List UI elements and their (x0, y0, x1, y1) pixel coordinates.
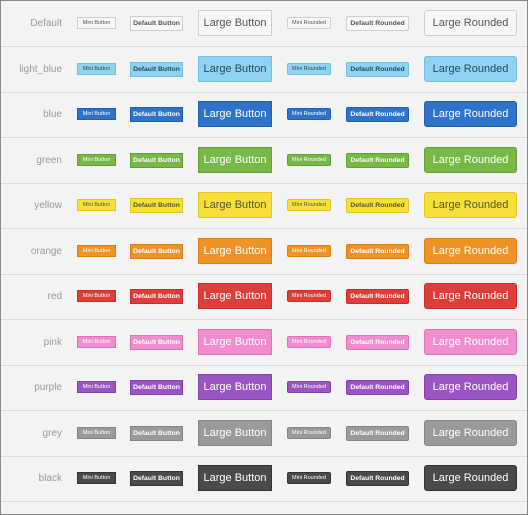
button-row-red: red Mini Button Default Button Large Button… (1, 274, 527, 320)
mini-rounded-button[interactable]: Mini Rounded (287, 472, 331, 484)
default-button[interactable]: Default Button (130, 62, 183, 77)
row-label: green (36, 155, 62, 166)
mini-button[interactable]: Mini Button (77, 472, 116, 484)
default-button[interactable]: Default Button (130, 198, 183, 213)
default-rounded-button[interactable]: Default Rounded (346, 107, 409, 122)
default-button[interactable]: Default Button (130, 244, 183, 259)
row-label: Default (30, 18, 62, 29)
large-button[interactable]: Large Button (198, 374, 272, 400)
large-rounded-button[interactable]: Large Rounded (424, 329, 517, 355)
button-row-blue: blue Mini Button Default Button Large Butto… (1, 92, 527, 138)
mini-rounded-button[interactable]: Mini Rounded (287, 427, 331, 439)
button-row-yellow: yellow Mini Button Default Button Large But… (1, 183, 527, 229)
large-button[interactable]: Large Button (198, 147, 272, 173)
row-label: yellow (34, 200, 62, 211)
large-rounded-button[interactable]: Large Rounded (424, 147, 517, 173)
default-rounded-button[interactable]: Default Rounded (346, 380, 409, 395)
row-label: blue (43, 109, 62, 120)
row-label: black (38, 473, 62, 484)
mini-rounded-button[interactable]: Mini Rounded (287, 199, 331, 211)
button-row-pink: pink Mini Button Default Button Large Butto… (1, 320, 527, 366)
button-row-green: green Mini Button Default Button Large Butt… (1, 138, 527, 184)
large-button[interactable]: Large Button (198, 56, 272, 82)
default-button[interactable]: Default Button (130, 335, 183, 350)
large-rounded-button[interactable]: Large Rounded (424, 465, 517, 491)
mini-button[interactable]: Mini Button (77, 154, 116, 166)
large-rounded-button[interactable]: Large Rounded (424, 10, 517, 36)
default-rounded-button[interactable]: Default Rounded (346, 16, 409, 31)
default-rounded-button[interactable]: Default Rounded (346, 153, 409, 168)
default-button[interactable]: Default Button (130, 153, 183, 168)
mini-rounded-button[interactable]: Mini Rounded (287, 381, 331, 393)
large-rounded-button[interactable]: Large Rounded (424, 56, 517, 82)
default-button[interactable]: Default Button (130, 16, 183, 31)
default-button[interactable]: Default Button (130, 289, 183, 304)
large-button[interactable]: Large Button (198, 10, 272, 36)
large-button[interactable]: Large Button (198, 192, 272, 218)
large-rounded-button[interactable]: Large Rounded (424, 238, 517, 264)
default-rounded-button[interactable]: Default Rounded (346, 426, 409, 441)
large-button[interactable]: Large Button (198, 283, 272, 309)
default-button[interactable]: Default Button (130, 380, 183, 395)
mini-button[interactable]: Mini Button (77, 199, 116, 211)
row-label: red (47, 291, 62, 302)
mini-button[interactable]: Mini Button (77, 108, 116, 120)
button-row-grey: grey Mini Button Default Button Large Butto… (1, 411, 527, 457)
row-label: orange (30, 246, 62, 257)
mini-rounded-button[interactable]: Mini Rounded (287, 245, 331, 257)
mini-rounded-button[interactable]: Mini Rounded (287, 17, 331, 29)
button-row-light-blue: light_blue Mini Button Default Button Large… (1, 47, 527, 93)
button-row-orange: orange Mini Button Default Button Large But… (1, 229, 527, 275)
default-rounded-button[interactable]: Default Rounded (346, 62, 409, 77)
default-rounded-button[interactable]: Default Rounded (346, 244, 409, 259)
default-rounded-button[interactable]: Default Rounded (346, 471, 409, 486)
large-rounded-button[interactable]: Large Rounded (424, 192, 517, 218)
row-label: grey (42, 428, 62, 439)
large-button[interactable]: Large Button (198, 238, 272, 264)
mini-button[interactable]: Mini Button (77, 427, 116, 439)
default-rounded-button[interactable]: Default Rounded (346, 289, 409, 304)
button-row-default: Default Mini Button Default Button Large Bu… (1, 1, 527, 47)
mini-rounded-button[interactable]: Mini Rounded (287, 336, 331, 348)
row-label: pink (43, 337, 62, 348)
large-button[interactable]: Large Button (198, 420, 272, 446)
mini-button[interactable]: Mini Button (77, 245, 116, 257)
default-button[interactable]: Default Button (130, 426, 183, 441)
large-rounded-button[interactable]: Large Rounded (424, 374, 517, 400)
mini-button[interactable]: Mini Button (77, 381, 116, 393)
default-button[interactable]: Default Button (130, 107, 183, 122)
mini-button[interactable]: Mini Button (77, 63, 116, 75)
row-label: light_blue (19, 64, 62, 75)
large-button[interactable]: Large Button (198, 101, 272, 127)
large-button[interactable]: Large Button (198, 329, 272, 355)
mini-button[interactable]: Mini Button (77, 290, 116, 302)
mini-rounded-button[interactable]: Mini Rounded (287, 154, 331, 166)
mini-button[interactable]: Mini Button (77, 336, 116, 348)
default-rounded-button[interactable]: Default Rounded (346, 198, 409, 213)
mini-rounded-button[interactable]: Mini Rounded (287, 108, 331, 120)
row-label: purple (34, 382, 62, 393)
large-rounded-button[interactable]: Large Rounded (424, 420, 517, 446)
large-rounded-button[interactable]: Large Rounded (424, 283, 517, 309)
large-button[interactable]: Large Button (198, 465, 272, 491)
button-row-purple: purple Mini Button Default Button Large But… (1, 365, 527, 411)
default-button[interactable]: Default Button (130, 471, 183, 486)
button-row-black: black Mini Button Default Button Large Butt… (1, 456, 527, 502)
mini-rounded-button[interactable]: Mini Rounded (287, 290, 331, 302)
mini-button[interactable]: Mini Button (77, 17, 116, 29)
default-rounded-button[interactable]: Default Rounded (346, 335, 409, 350)
mini-rounded-button[interactable]: Mini Rounded (287, 63, 331, 75)
large-rounded-button[interactable]: Large Rounded (424, 101, 517, 127)
